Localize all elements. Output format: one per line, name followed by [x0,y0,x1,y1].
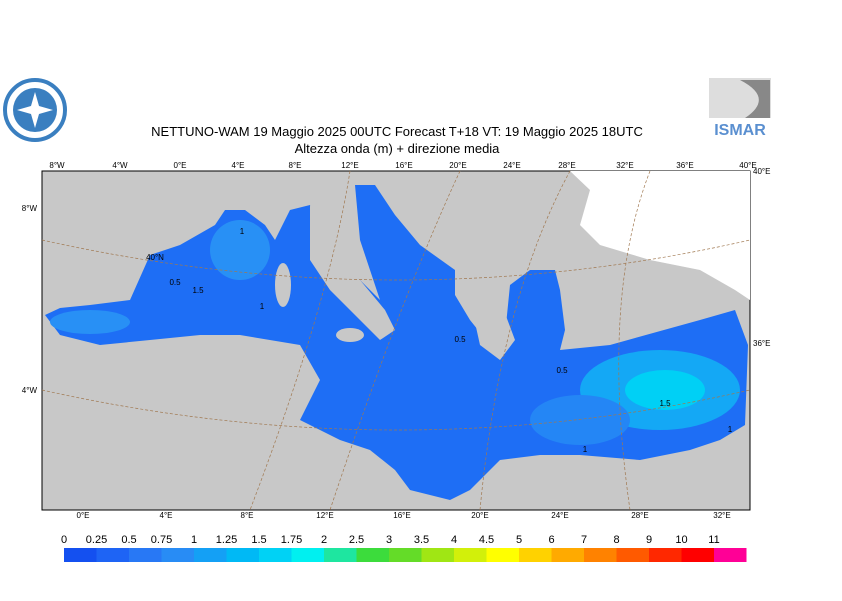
top-lon-label: 40°E [739,161,756,170]
top-lon-label: 24°E [503,161,520,170]
colorbar-label: 3 [386,534,392,546]
colorbar-swatch [649,548,682,562]
contour-label: 1.5 [659,399,671,408]
right-label: 36°E [753,339,770,348]
colorbar-swatch [616,548,649,562]
bottom-lon-label: 0°E [77,511,90,520]
colorbar-swatch [389,548,422,562]
contour-label: 0.5 [169,278,181,287]
colorbar-label: 5 [516,534,522,546]
logo-right: ISMAR [709,78,771,139]
top-lon-label: 0°E [174,161,187,170]
top-lon-label: 32°E [616,161,633,170]
colorbar-label: 4 [451,534,457,546]
colorbar-swatch [681,548,714,562]
contour-label: 1.5 [192,286,204,295]
colorbar-swatch [129,548,162,562]
bottom-lon-label: 24°E [551,511,568,520]
colorbar-label: 8 [613,534,619,546]
colorbar-swatch [64,548,97,562]
top-lon-label: 4°E [232,161,245,170]
colorbar-label: 10 [675,534,687,546]
colorbar-swatch [584,548,617,562]
colorbar-label: 2 [321,534,327,546]
top-lon-label: 28°E [558,161,575,170]
subtitle: Altezza onda (m) + direzione media [295,141,501,156]
left-label: 8°W [22,204,38,213]
bottom-lon-label: 28°E [631,511,648,520]
colorbar-label: 1.25 [216,534,237,546]
bottom-lon-label: 20°E [471,511,488,520]
colorbar-swatch [486,548,519,562]
contour-label: 1 [240,227,245,236]
colorbar-swatch [161,548,194,562]
colorbar-swatch [259,548,292,562]
logo-left [3,78,67,142]
colorbar-swatch [454,548,487,562]
colorbar-label: 0.75 [151,534,172,546]
colorbar-label: 1.5 [251,534,266,546]
colorbar-swatch [421,548,454,562]
colorbar-swatch [291,548,324,562]
right-label: 40°E [753,167,770,176]
colorbar-label: 3.5 [414,534,429,546]
colorbar-label: 6 [548,534,554,546]
contour-label: 40°N [146,253,164,262]
bottom-lon-label: 32°E [713,511,730,520]
colorbar-label: 0.5 [121,534,136,546]
top-lon-label: 16°E [395,161,412,170]
colorbar-swatch [226,548,259,562]
colorbar-label: 7 [581,534,587,546]
colorbar-swatch [519,548,552,562]
bottom-lon-label: 8°E [241,511,254,520]
top-lon-label: 12°E [341,161,358,170]
top-lon-label: 8°W [49,161,65,170]
contour-label: 0.5 [454,335,466,344]
colorbar-swatch [324,548,357,562]
bottom-lon-label: 16°E [393,511,410,520]
colorbar-label: 11 [708,534,719,546]
colorbar-label: 2.5 [349,534,364,546]
contour-label: 0.5 [556,366,568,375]
contour-label: 1 [260,302,265,311]
colorbar-swatch [551,548,584,562]
top-lon-label: 36°E [676,161,693,170]
top-lon-label: 20°E [449,161,466,170]
colorbar-swatch [96,548,129,562]
colorbar-label: 4.5 [479,534,494,546]
contour-label: 1 [583,445,588,454]
left-label: 4°W [22,386,38,395]
colorbar-label: 9 [646,534,652,546]
colorbar-label: 1.75 [281,534,302,546]
title: NETTUNO-WAM 19 Maggio 2025 00UTC Forecas… [151,124,643,139]
colorbar-label: 0.25 [86,534,107,546]
top-lon-label: 8°E [289,161,302,170]
colorbar-swatch [194,548,227,562]
logo-text: ISMAR [714,122,766,139]
map [41,170,751,511]
colorbar-swatch [714,548,747,562]
colorbar-swatch [356,548,389,562]
bottom-lon-label: 12°E [316,511,333,520]
bottom-lon-label: 4°E [160,511,173,520]
contour-label: 1 [728,425,733,434]
top-lon-label: 4°W [112,161,128,170]
colorbar-label: 0 [61,534,67,546]
colorbar-label: 1 [191,534,197,546]
